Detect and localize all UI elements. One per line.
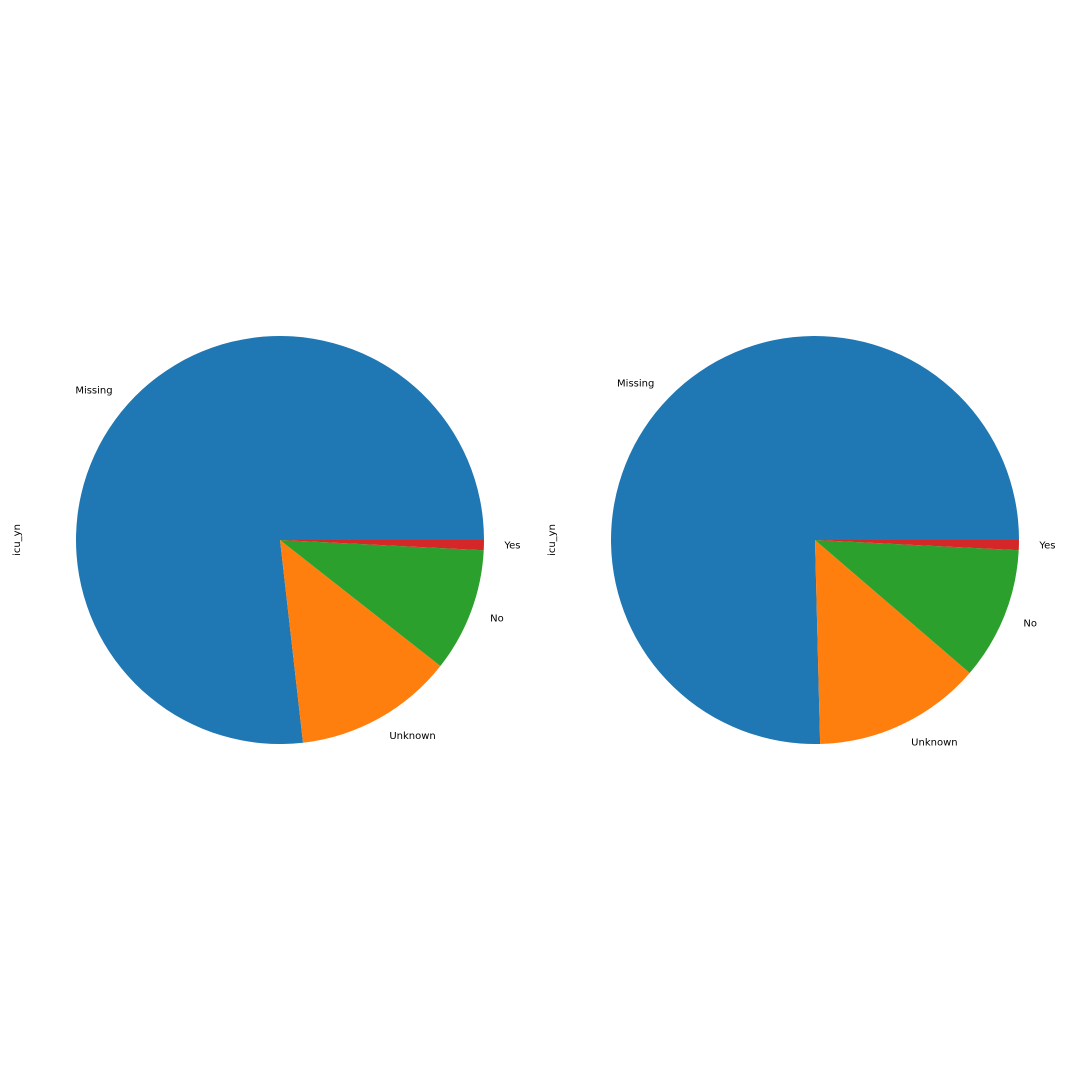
pie-label-missing: Missing: [75, 386, 112, 397]
pie-slices: [76, 336, 485, 745]
pie-slice-yes: [280, 540, 484, 551]
pie-label-yes: Yes: [503, 541, 520, 552]
pie-chart-left: Missing Unknown No Yes icu_yn: [12, 336, 520, 745]
pie-label-unknown: Unknown: [389, 731, 435, 742]
pie-chart-right: Missing Unknown No Yes icu_yn: [547, 336, 1055, 749]
pie-labels: Missing Unknown No Yes: [75, 386, 520, 742]
y-axis-label: icu_yn: [12, 524, 23, 556]
pie-label-unknown: Unknown: [911, 738, 957, 749]
pie-label-no: No: [1023, 618, 1037, 629]
pie-slices: [610, 336, 1019, 745]
pie-slice-unknown: [815, 540, 970, 744]
y-axis-label: icu_yn: [547, 524, 558, 556]
pie-slice-unknown: [280, 540, 441, 743]
pie-label-missing: Missing: [617, 378, 654, 389]
pie-label-no: No: [490, 614, 504, 625]
pie-labels: Missing Unknown No Yes: [617, 378, 1055, 748]
pie-slice-missing: [610, 336, 1019, 745]
pie-slice-yes: [815, 540, 1019, 551]
pie-label-yes: Yes: [1038, 541, 1055, 552]
pie-slice-missing: [76, 336, 485, 745]
pie-slice-no: [280, 540, 484, 667]
pie-slice-no: [815, 540, 1019, 673]
